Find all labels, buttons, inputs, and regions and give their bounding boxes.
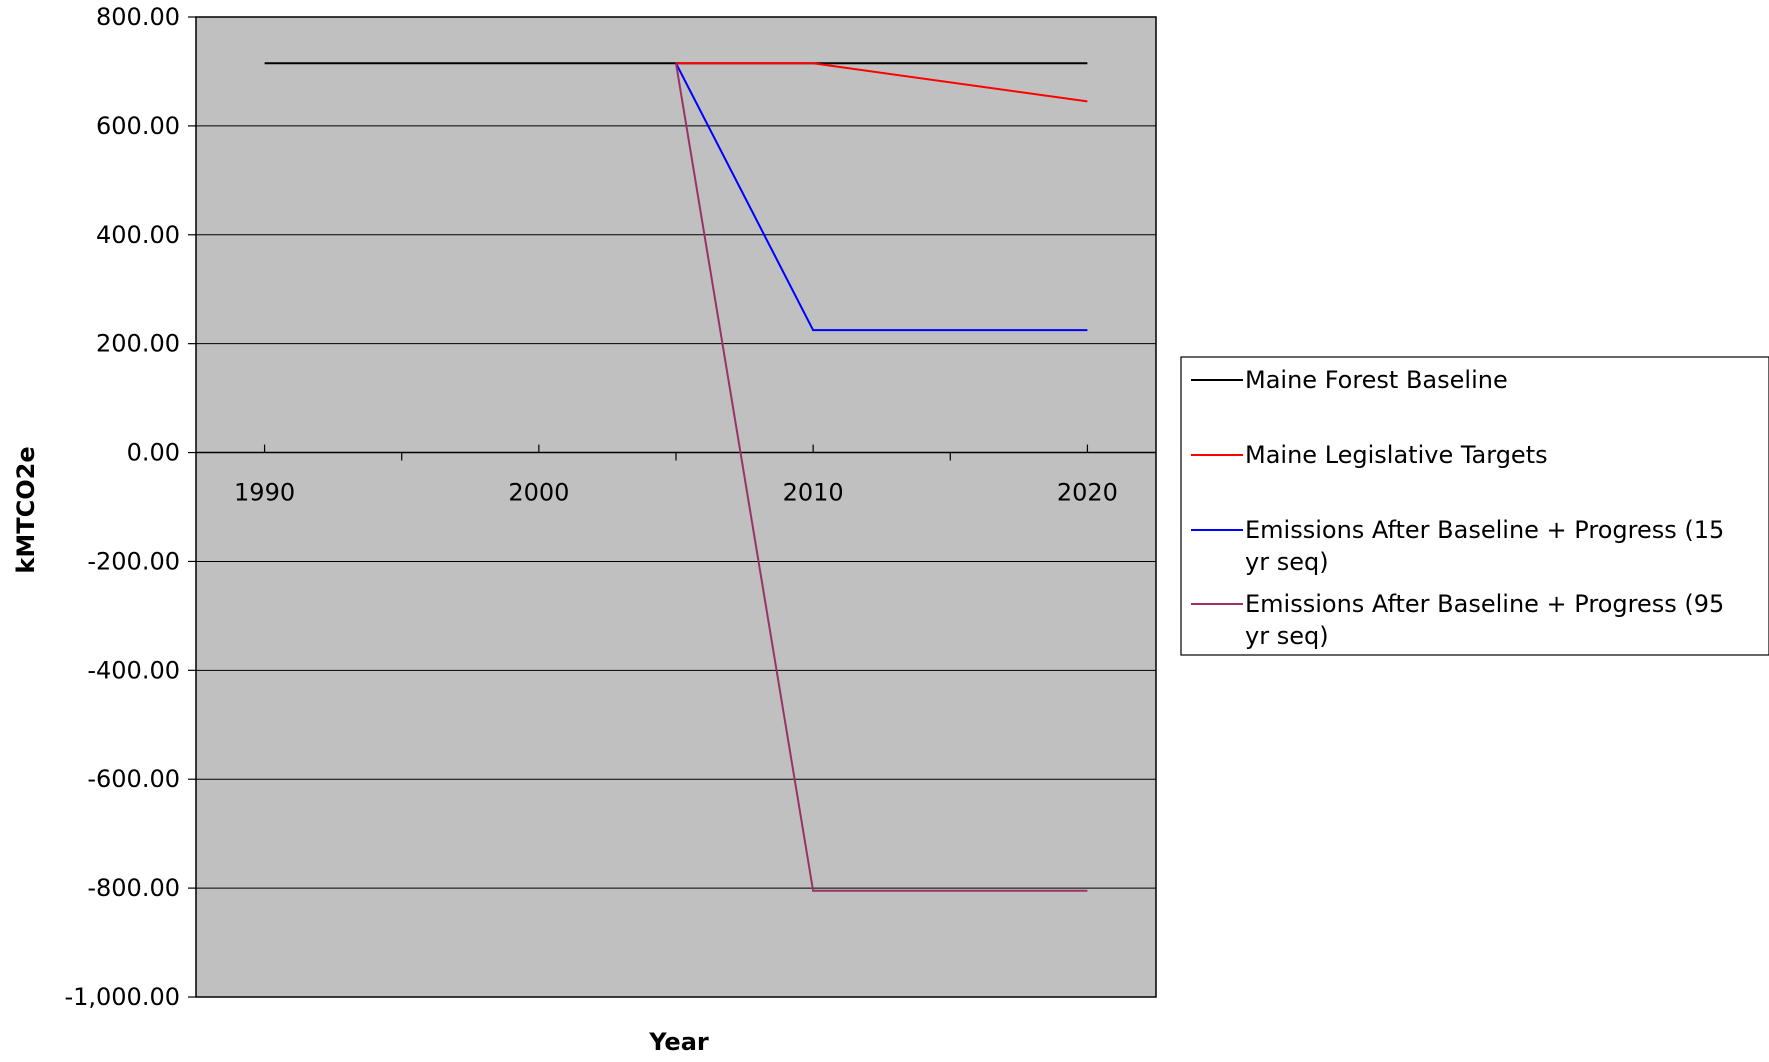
legend-label: Emissions After Baseline + Progress (15 y… bbox=[1245, 516, 1724, 576]
y-tick-label: -1,000.00 bbox=[64, 983, 180, 1011]
legend-label: Maine Legislative Targets bbox=[1245, 441, 1548, 469]
y-axis-title: kMTCO2e bbox=[12, 446, 40, 573]
y-tick-label: -800.00 bbox=[87, 874, 180, 902]
series-lines bbox=[264, 62, 1088, 892]
y-tick-label: -400.00 bbox=[87, 656, 180, 684]
plot-background bbox=[195, 16, 1157, 998]
y-tick-label: 0.00 bbox=[127, 439, 180, 467]
tick-labels: 800.00 600.00 400.00 200.00 0.00 -200.00 -400.… bbox=[64, 3, 1118, 1011]
legend-box bbox=[1180, 356, 1769, 656]
y-tick-label: 200.00 bbox=[96, 330, 180, 358]
x-axis-title: Year bbox=[648, 1028, 709, 1056]
y-tick-label: 400.00 bbox=[96, 221, 180, 249]
y-tick-label: 600.00 bbox=[96, 112, 180, 140]
x-tick-label: 2010 bbox=[783, 479, 844, 507]
y-tick-label: 800.00 bbox=[96, 3, 180, 31]
plot-area bbox=[195, 16, 1157, 998]
x-tick-label: 2000 bbox=[508, 479, 569, 507]
series-line-4 bbox=[675, 63, 1088, 892]
y-tick-label: -200.00 bbox=[87, 547, 180, 575]
legend-label: Emissions After Baseline + Progress (95 y… bbox=[1245, 590, 1724, 650]
legend-label: Maine Forest Baseline bbox=[1245, 366, 1508, 394]
x-tick-label: 2020 bbox=[1057, 479, 1118, 507]
x-tick-label: 1990 bbox=[234, 479, 295, 507]
axes bbox=[188, 16, 1156, 998]
series-line-3 bbox=[675, 62, 1088, 332]
y-tick-label: -600.00 bbox=[87, 765, 180, 793]
legend: Maine Forest Baseline Maine Legislative T… bbox=[1180, 356, 1769, 656]
series-line-2 bbox=[676, 62, 1088, 103]
